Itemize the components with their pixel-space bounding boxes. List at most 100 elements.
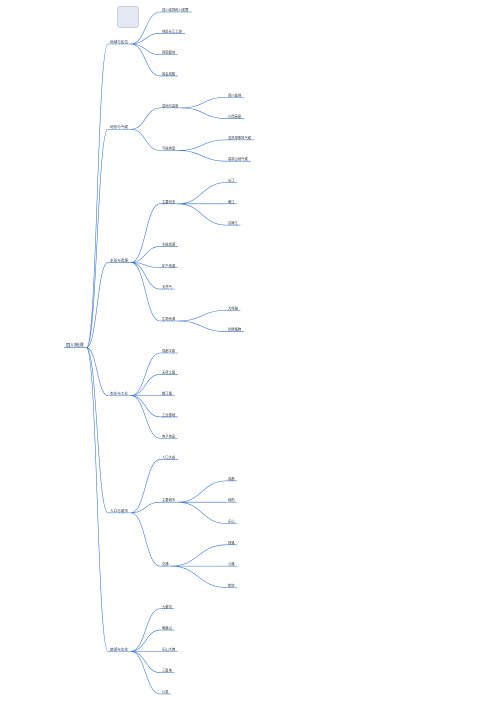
branch-connector <box>86 347 109 514</box>
mindmap-node: 四川盆地 <box>226 92 244 98</box>
mindmap-node: 三星堆 <box>160 668 175 673</box>
branch-connector <box>177 182 227 205</box>
node-label: 航空 <box>228 582 235 587</box>
mindmap-node: 西南腹地 <box>160 50 178 55</box>
mindmap-node: 地域与区位 <box>108 39 131 45</box>
mindmap-node: 峨眉山 <box>160 625 175 631</box>
node-label: 天府之国 <box>162 369 175 374</box>
mindmap-node: 长江 <box>226 178 237 183</box>
branch-connector <box>130 374 161 396</box>
mindmap-node: 成都平原 <box>160 348 178 354</box>
node-label: 人口大省 <box>162 455 176 460</box>
branch-connector <box>130 11 161 45</box>
mindmap-node: 人口与城市 <box>108 508 131 514</box>
mindmap-node: 四川省简称川或蜀 <box>160 7 192 13</box>
node-label: 主要河流 <box>162 199 176 204</box>
mindmap-node: 川西高原 <box>226 114 244 119</box>
node-label: 水能资源 <box>162 241 176 246</box>
node-label: 峨眉山 <box>162 625 172 630</box>
mindmap-node: 生物资源 <box>160 316 178 322</box>
branch-connector <box>170 565 227 588</box>
branch-connector <box>177 501 227 524</box>
mindmap-node: 天然气 <box>160 284 175 290</box>
branch-connector <box>130 629 161 652</box>
root-node: 四川地理 <box>64 342 87 349</box>
mindmap-node: 岷江 <box>226 199 237 205</box>
root-node-label: 四川地理 <box>66 342 84 349</box>
mindmap-node: 地处长江上游 <box>160 28 185 34</box>
node-label: 西南腹地 <box>162 50 176 55</box>
mindmap-node: 旅游与文化 <box>108 646 131 652</box>
branch-connector <box>86 43 109 348</box>
branch-connector <box>130 203 161 263</box>
node-label: 地形与气候 <box>110 124 128 129</box>
node-label: 都江堰 <box>162 391 173 396</box>
branch-connector <box>130 459 161 514</box>
mindmap-node: 地形与气候 <box>108 124 131 130</box>
node-label: 绵阳 <box>228 497 235 502</box>
mindmap-node: 人口大省 <box>160 455 178 460</box>
node-label: 成都平原 <box>162 348 176 353</box>
mindmap-node: 九寨沟 <box>160 604 175 610</box>
mindmap-node: 工业基地 <box>160 412 178 418</box>
mindmap-node: 交通 <box>160 561 171 567</box>
node-label: 地域与区位 <box>110 39 128 44</box>
branch-connector <box>177 139 227 151</box>
node-label: 三星堆 <box>162 668 173 673</box>
branch-connector <box>130 352 161 396</box>
node-label: 岷江 <box>228 199 235 204</box>
branch-connector <box>130 651 161 673</box>
mindmap-node: 主要城市 <box>160 497 178 503</box>
mindmap-node: 亚热带季风气候 <box>226 135 255 141</box>
node-label: 四川盆地 <box>228 92 242 97</box>
mindmap-node: 成都 <box>226 476 237 482</box>
branch-connector <box>177 480 227 503</box>
branch-connector <box>86 347 109 396</box>
mindmap-node: 省会成都 <box>160 71 178 77</box>
mindmap-node: 航空 <box>226 582 237 588</box>
node-label: 公路 <box>228 561 235 566</box>
node-label: 高原山地气候 <box>228 156 248 161</box>
mindmap-node: 川菜 <box>160 689 171 695</box>
node-label: 交通 <box>162 561 169 566</box>
document-icon <box>117 6 139 28</box>
mindmap-links <box>86 11 227 695</box>
branch-connector <box>130 33 161 45</box>
mindmap-node: 大熊猫 <box>226 305 241 311</box>
branch-connector <box>181 107 227 119</box>
branch-connector <box>130 262 161 290</box>
mindmap-node: 农业与工业 <box>108 391 131 396</box>
mindmap-node: 水系与资源 <box>108 257 131 263</box>
node-label: 亚热带季风气候 <box>228 135 252 140</box>
branch-connector <box>130 512 161 567</box>
mindmap-node: 公路 <box>226 561 237 567</box>
node-label: 四川省简称川或蜀 <box>162 7 188 12</box>
node-label: 水系与资源 <box>110 257 128 262</box>
branch-connector <box>130 262 161 269</box>
branch-connector <box>130 395 161 439</box>
node-label: 地处长江上游 <box>162 28 182 33</box>
mindmap-node: 电子信息 <box>160 433 178 439</box>
node-label: 乐山 <box>228 519 235 524</box>
node-label: 气候类型 <box>162 146 176 151</box>
branch-connector <box>130 43 161 77</box>
node-label: 天然气 <box>162 284 173 289</box>
mindmap-node: 珍稀植物 <box>226 327 244 332</box>
mindmap-node: 都江堰 <box>160 391 175 396</box>
mindmap-node: 铁路 <box>226 540 237 546</box>
branch-connector <box>130 128 161 151</box>
node-label: 电子信息 <box>162 433 176 438</box>
node-label: 嘉陵江 <box>228 220 239 225</box>
mindmap-node: 水能资源 <box>160 241 178 247</box>
node-label: 农业与工业 <box>110 391 128 396</box>
node-label: 铁路 <box>228 540 235 545</box>
node-label: 盆地与高原 <box>162 103 179 108</box>
node-label: 川菜 <box>162 689 169 694</box>
node-label: 乐山大佛 <box>162 646 176 651</box>
branch-connector <box>130 501 161 514</box>
mindmap-node: 高原山地气候 <box>226 156 251 162</box>
branch-connector <box>86 347 109 652</box>
node-label: 省会成都 <box>162 71 176 76</box>
mindmap-node: 乐山大佛 <box>160 646 178 652</box>
